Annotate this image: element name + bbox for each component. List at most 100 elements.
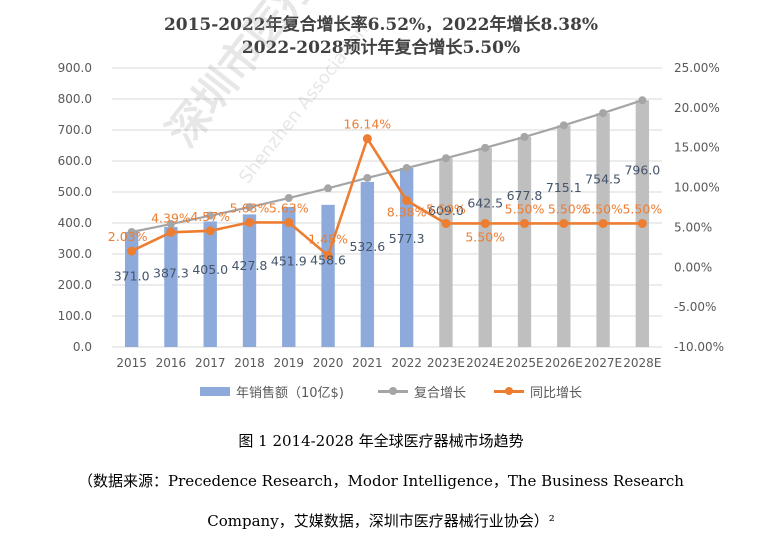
legend-swatch-cagr bbox=[378, 387, 408, 395]
bar-value-label: 642.5 bbox=[467, 196, 503, 211]
yoy-point bbox=[559, 218, 569, 228]
bar bbox=[242, 214, 257, 347]
bar-value-label: 371.0 bbox=[114, 268, 150, 283]
x-tick-label: 2022 bbox=[391, 356, 422, 370]
x-tick-label: 2024E bbox=[466, 356, 504, 370]
yoy-point bbox=[520, 218, 529, 228]
legend-item-yoy: 同比增长 bbox=[494, 382, 582, 401]
yoy-value-label: 1.48% bbox=[308, 231, 348, 246]
yoy-value-label: 4.57% bbox=[190, 209, 230, 224]
yoy-value-label: 4.39% bbox=[151, 210, 191, 225]
yoy-point bbox=[245, 217, 254, 227]
bar bbox=[282, 206, 296, 347]
cagr-point bbox=[245, 203, 254, 212]
yoy-value-label: 8.38% bbox=[387, 204, 427, 219]
yoy-point bbox=[637, 218, 647, 228]
bar bbox=[124, 231, 139, 347]
y-left-tick-label: 400.0 bbox=[58, 216, 92, 230]
x-tick-label: 2026E bbox=[545, 356, 583, 370]
cagr-point bbox=[363, 173, 372, 182]
cagr-point bbox=[559, 121, 568, 130]
yoy-point bbox=[205, 226, 215, 236]
yoy-point bbox=[362, 134, 372, 144]
bar-value-label: 796.0 bbox=[624, 162, 660, 177]
cagr-point bbox=[166, 220, 175, 229]
y-right-tick-label: 5.00% bbox=[674, 220, 712, 234]
y-left-tick-label: 500.0 bbox=[58, 185, 92, 199]
legend-item-sales: 年销售额（10亿$) bbox=[200, 382, 344, 401]
cagr-point bbox=[599, 109, 608, 118]
x-tick-label: 2025E bbox=[505, 356, 543, 370]
legend-label-yoy: 同比增长 bbox=[530, 386, 583, 401]
x-tick-label: 2015 bbox=[116, 356, 147, 370]
source-line-1: （数据来源：Precedence Research，Modor Intellig… bbox=[78, 472, 684, 490]
bar bbox=[399, 168, 414, 347]
x-tick-label: 2023E bbox=[427, 356, 465, 370]
x-tick-label: 2019 bbox=[274, 356, 305, 370]
yoy-point bbox=[166, 227, 176, 237]
bar-value-label: 715.1 bbox=[546, 180, 582, 195]
y-left-tick-label: 600.0 bbox=[58, 154, 92, 168]
bar bbox=[360, 181, 375, 347]
cagr-point bbox=[638, 96, 647, 105]
y-right-tick-label: 0.00% bbox=[674, 260, 712, 274]
yoy-value-label: 16.14% bbox=[344, 117, 392, 132]
bar bbox=[203, 221, 217, 347]
chart-title-line1: 2015-2022年复合增长率6.52%，2022年增长8.38% bbox=[163, 15, 599, 35]
bar-value-label: 532.6 bbox=[349, 239, 385, 254]
cagr-point bbox=[127, 227, 136, 236]
y-left-tick-label: 900.0 bbox=[58, 61, 92, 75]
y-left-tick-label: 700.0 bbox=[58, 123, 92, 137]
bar bbox=[517, 136, 532, 347]
x-tick-label: 2017 bbox=[195, 356, 226, 370]
source-line-2: Company，艾媒数据，深圳市医疗器械行业协会）² bbox=[207, 512, 555, 530]
yoy-point bbox=[402, 195, 412, 205]
bar-value-label: 451.9 bbox=[271, 254, 307, 269]
yoy-point bbox=[323, 250, 333, 260]
chart-plot: 0.0 100.0 200.0 300.0 400.0 500.0 600.0 700.0 80… bbox=[58, 61, 724, 370]
bar-value-label: 458.6 bbox=[310, 253, 346, 268]
y-right-tick-label: 10.00% bbox=[674, 181, 720, 195]
yoy-value-label: 2.03% bbox=[108, 229, 148, 244]
y-right-tick-label: 20.00% bbox=[674, 101, 720, 115]
cagr-point bbox=[324, 184, 333, 193]
yoy-value-label: 5.50% bbox=[548, 201, 588, 216]
bar-value-label: 577.3 bbox=[389, 231, 425, 246]
y-right-tick-label: 25.00% bbox=[674, 61, 720, 75]
x-tick-label: 2027E bbox=[584, 356, 622, 370]
yoy-point bbox=[598, 218, 608, 228]
y-left-tick-label: 800.0 bbox=[58, 92, 92, 106]
cagr-point bbox=[520, 132, 529, 141]
legend-swatch-bar bbox=[200, 387, 230, 396]
y-right-tick-label: -5.00% bbox=[674, 300, 716, 314]
y-right-tick-label: 15.00% bbox=[674, 141, 720, 155]
chart-title-line2: 2022-2028预计年复合增长5.50% bbox=[241, 38, 521, 58]
yoy-value-label: 5.50% bbox=[622, 201, 662, 216]
yoy-value-label: 5.50% bbox=[583, 201, 623, 216]
yoy-line bbox=[131, 135, 643, 258]
figure-caption: 图 1 2014-2028 年全球医疗器械市场趋势 bbox=[238, 432, 524, 450]
bar bbox=[478, 147, 492, 347]
bar-value-label: 677.8 bbox=[507, 188, 543, 203]
bar bbox=[321, 204, 335, 347]
yoy-value-label: 5.50% bbox=[426, 201, 466, 216]
legend-swatch-yoy bbox=[494, 387, 524, 395]
bar-value-label: 427.8 bbox=[232, 258, 268, 273]
y-left-tick-label: 200.0 bbox=[58, 278, 92, 292]
yoy-value-label: 5.50% bbox=[465, 229, 505, 244]
bar bbox=[596, 113, 610, 347]
x-tick-label: 2018 bbox=[234, 356, 265, 370]
legend-label-sales: 年销售额（10亿$) bbox=[236, 386, 344, 401]
x-tick-label: 2028E bbox=[623, 356, 661, 370]
cagr-point bbox=[481, 143, 490, 152]
y-right-tick-label: -10.00% bbox=[674, 340, 724, 354]
cagr-line bbox=[131, 99, 643, 234]
y-left-tick-label: 300.0 bbox=[58, 247, 92, 261]
x-tick-label: 2016 bbox=[156, 356, 187, 370]
yoy-point bbox=[127, 246, 137, 256]
y-left-tick-label: 100.0 bbox=[58, 309, 92, 323]
yoy-value-label: 5.50% bbox=[505, 201, 545, 216]
yoy-value-label: 5.63% bbox=[230, 200, 270, 215]
cagr-point bbox=[441, 154, 450, 163]
bar-value-label: 405.0 bbox=[192, 262, 228, 277]
